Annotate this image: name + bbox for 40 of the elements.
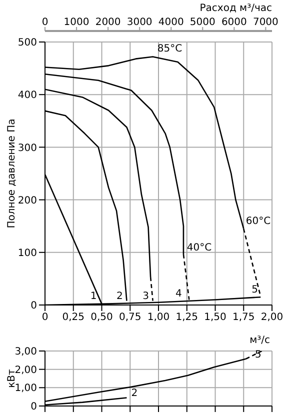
x2-tick-label: 7000 xyxy=(252,17,278,28)
x-tick-label: 1,75 xyxy=(232,312,255,324)
y-tick-label: 0 xyxy=(30,402,37,413)
y-axis-title: Полное давление Па xyxy=(6,118,18,228)
annotation: 2 xyxy=(116,290,123,302)
x2-tick-label: 0 xyxy=(42,17,48,28)
annotation: 5 xyxy=(254,349,262,360)
annotation: 5 xyxy=(252,284,258,296)
x2-tick-label: 4000 xyxy=(158,17,184,28)
x2-tick-label: 6000 xyxy=(221,17,247,28)
x-tick-label: 1,25 xyxy=(176,312,198,324)
x-tick-label: 2,00 xyxy=(260,312,284,324)
y-tick-label: 1,00 xyxy=(14,383,37,394)
x2-tick-label: 1000 xyxy=(64,17,90,28)
x-tick-label: 1,50 xyxy=(204,312,226,324)
x-axis-title: м³/с xyxy=(250,335,270,346)
x2-axis-title: Расход м³/час xyxy=(200,3,272,14)
annotation: 3 xyxy=(142,290,149,302)
x-tick-label: 0,25 xyxy=(62,312,85,324)
x2-tick-label: 5000 xyxy=(190,17,216,28)
annotation: 1 xyxy=(90,290,97,302)
annotation: 40°C xyxy=(186,242,212,254)
annotation: 2 xyxy=(131,388,138,399)
y-tick-label: 100 xyxy=(18,248,37,259)
x-tick-label: 0 xyxy=(42,312,48,324)
y-tick-label: 300 xyxy=(18,142,37,154)
y-tick-label: 0 xyxy=(30,300,37,312)
y-tick-label: 3,00 xyxy=(14,346,37,358)
x2-tick-label: 3000 xyxy=(126,17,152,28)
y-tick-label: 200 xyxy=(18,195,37,206)
annotation: 4 xyxy=(176,288,182,300)
y-tick-label: 500 xyxy=(18,38,37,49)
annotation: 85°C xyxy=(157,44,182,55)
x-tick-label: 0,50 xyxy=(90,312,113,324)
annotation: 60°C xyxy=(246,216,271,228)
x-tick-label: 0,75 xyxy=(118,312,142,324)
y-tick-label: 2,00 xyxy=(14,364,37,376)
y-tick-label: 400 xyxy=(18,90,37,102)
x2-tick-label: 2000 xyxy=(95,17,121,28)
x-tick-label: 1,00 xyxy=(147,312,170,324)
